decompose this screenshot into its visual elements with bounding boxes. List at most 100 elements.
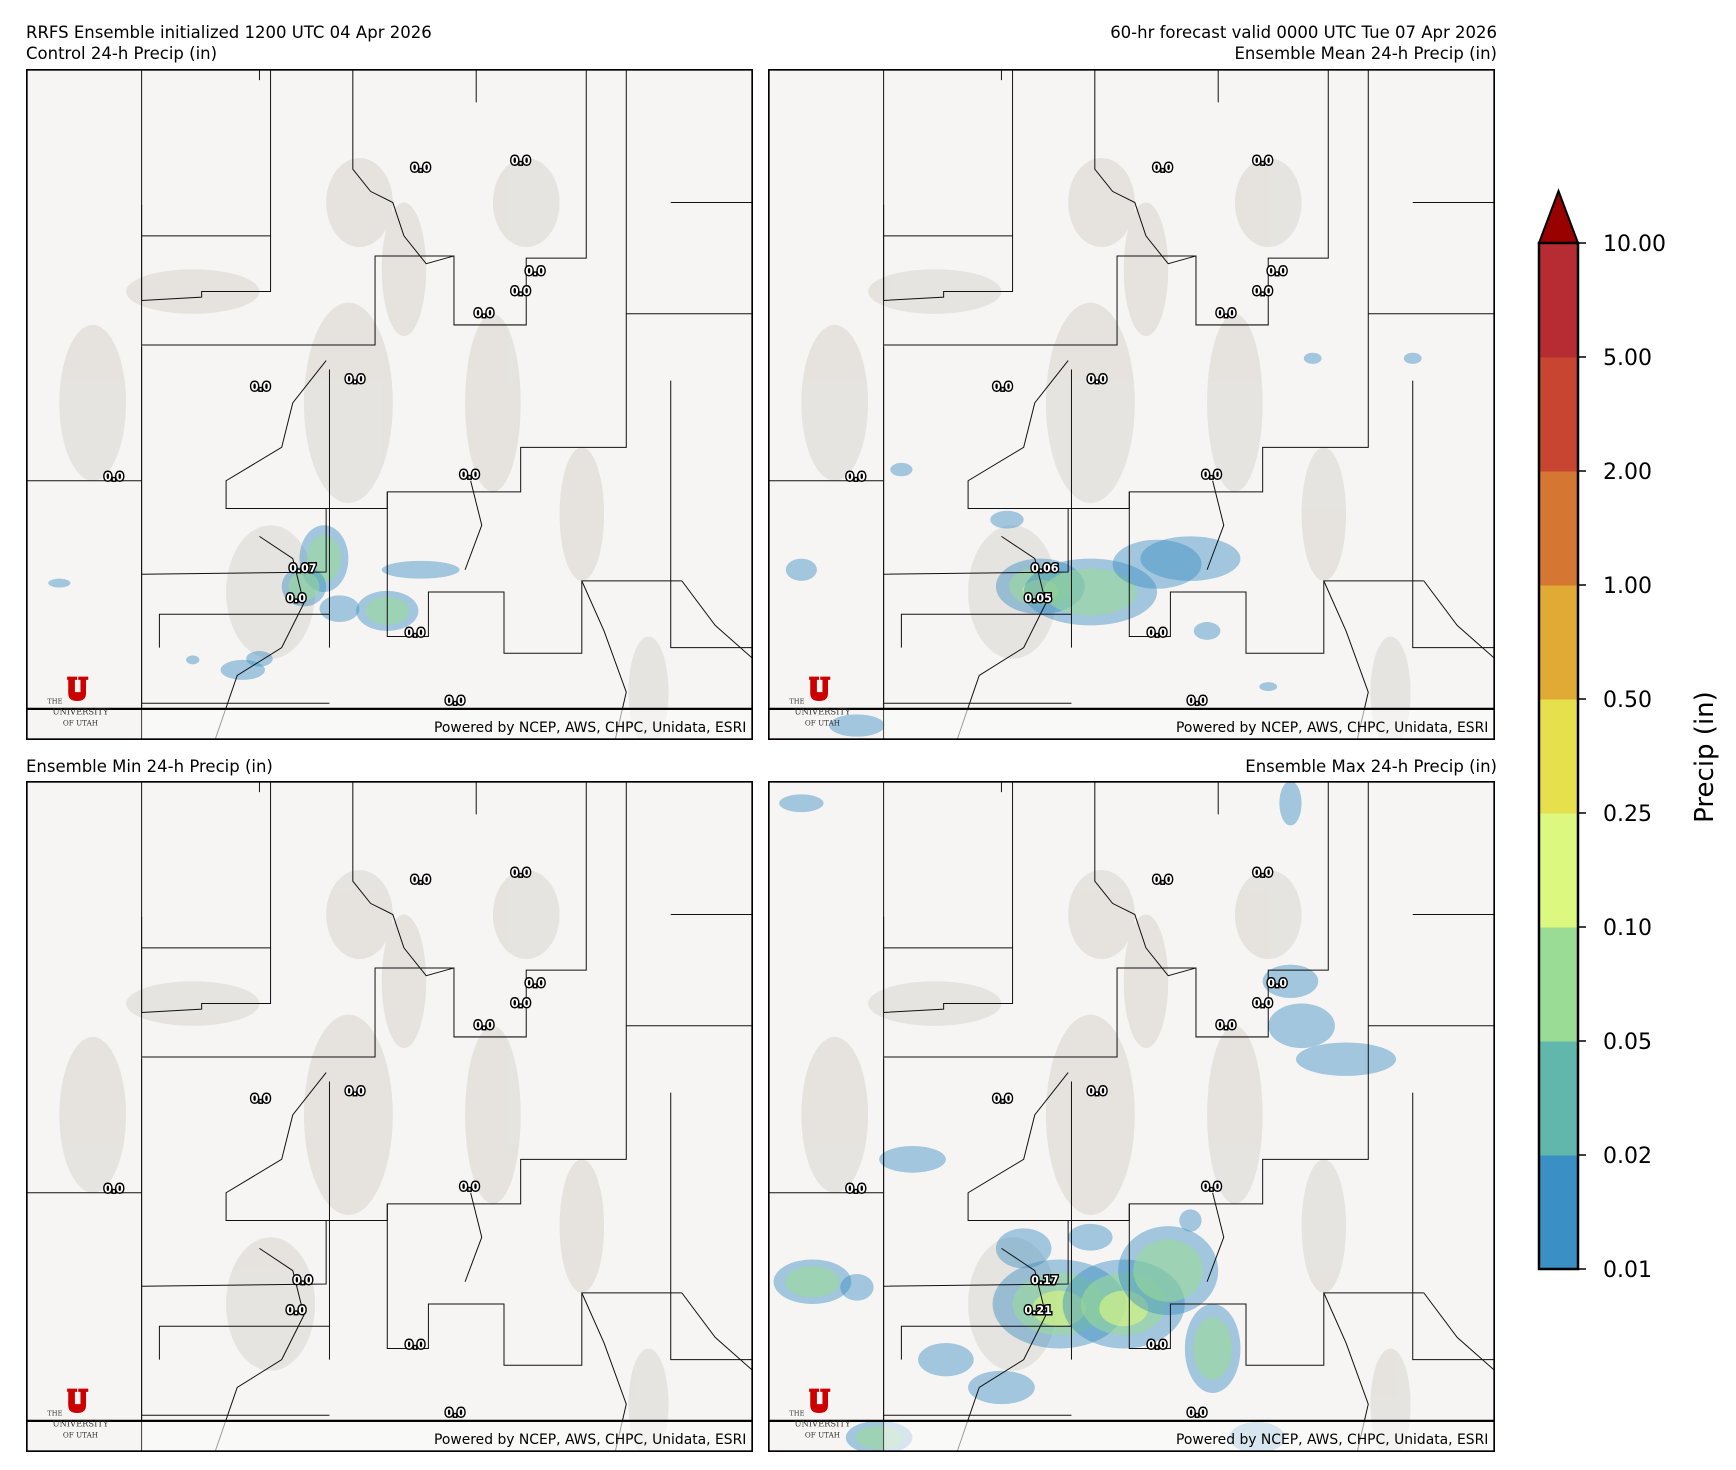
station-value-label: 0.0 bbox=[1187, 1406, 1207, 1419]
precip-contour-0.05 bbox=[306, 535, 342, 582]
attribution-text: Powered by NCEP, AWS, CHPC, Unidata, ESR… bbox=[434, 1432, 746, 1448]
precip-contour-0.01 bbox=[186, 655, 200, 665]
station-value-label: 0.0 bbox=[445, 694, 465, 707]
colorbar-tick-label: 0.10 bbox=[1603, 916, 1652, 941]
colorbar-segment bbox=[1539, 1155, 1578, 1270]
colorbar-tick-label: 0.01 bbox=[1603, 1258, 1652, 1283]
colorbar-segment bbox=[1539, 1041, 1578, 1156]
precip-contour-0.01 bbox=[1296, 1042, 1397, 1076]
valid-time-title: 60-hr forecast valid 0000 UTC Tue 07 Apr… bbox=[1110, 23, 1497, 42]
colorbar: 0.01 0.02 0.05 0.10 0.25 0.50 1.00 2.00 5.00 10.0… bbox=[1520, 180, 1736, 1290]
station-value-label: 0.0 bbox=[293, 1274, 313, 1287]
colorbar-tick-label: 2.00 bbox=[1603, 460, 1652, 485]
map-panel-mean: 0.0 0.0 0.0 0.0 0.0 0.0 0.0 0.0 0.0 0.06 0.05 0.0 0.… bbox=[768, 69, 1495, 740]
station-value-label: 0.0 bbox=[345, 373, 365, 386]
station-value-label: 0.0 bbox=[411, 161, 431, 174]
precip-contour-0.01 bbox=[381, 560, 460, 579]
station-value-label: 0.05 bbox=[1024, 592, 1051, 605]
precip-contour-0.01 bbox=[246, 650, 273, 667]
precip-contour-0.01 bbox=[829, 714, 885, 737]
station-value-label: 0.0 bbox=[345, 1085, 365, 1098]
station-value-label: 0.0 bbox=[511, 155, 531, 168]
attribution-text: Powered by NCEP, AWS, CHPC, Unidata, ESR… bbox=[434, 720, 746, 736]
county-state-borders bbox=[768, 69, 1495, 740]
precip-contour-0.01 bbox=[319, 595, 360, 623]
station-value-label: 0.0 bbox=[1216, 1019, 1236, 1032]
station-value-label: 0.06 bbox=[1031, 562, 1059, 575]
station-value-label: 0.0 bbox=[1253, 867, 1273, 880]
svg-text:OF UTAH: OF UTAH bbox=[805, 719, 840, 728]
colorbar-label: Precip (in) bbox=[1690, 691, 1720, 823]
station-value-label: 0.0 bbox=[460, 1180, 480, 1193]
station-value-label: 0.0 bbox=[286, 1304, 306, 1317]
precip-contour-0.10 bbox=[1099, 1290, 1149, 1327]
svg-text:THE: THE bbox=[789, 1409, 804, 1417]
precip-contour-0.05 bbox=[1193, 1317, 1233, 1380]
station-value-label: 0.0 bbox=[445, 1406, 465, 1419]
attribution-text: Powered by NCEP, AWS, CHPC, Unidata, ESR… bbox=[1176, 1432, 1488, 1448]
svg-text:THE: THE bbox=[47, 1409, 62, 1417]
station-value-label: 0.0 bbox=[460, 468, 480, 481]
colorbar-tick-label: 1.00 bbox=[1603, 574, 1652, 599]
precip-contour-0.01 bbox=[1068, 1223, 1113, 1251]
colorbar-segment bbox=[1539, 813, 1578, 928]
colorbar-segment bbox=[1539, 471, 1578, 586]
station-value-label: 0.0 bbox=[1253, 155, 1273, 168]
station-value-label: 0.0 bbox=[411, 873, 431, 886]
panel-title-mean: Ensemble Mean 24-h Precip (in) bbox=[1234, 44, 1497, 63]
station-value-label: 0.0 bbox=[1267, 977, 1287, 990]
precip-contour-0.01 bbox=[1262, 964, 1319, 998]
colorbar-tick-label: 0.25 bbox=[1603, 802, 1652, 827]
svg-text:OF UTAH: OF UTAH bbox=[63, 1431, 98, 1440]
svg-text:THE: THE bbox=[47, 697, 62, 705]
colorbar-segment bbox=[1539, 357, 1578, 472]
colorbar-tick-label: 10.00 bbox=[1603, 232, 1666, 257]
precip-contour-0.05 bbox=[785, 1266, 840, 1298]
panel-title-min: Ensemble Min 24-h Precip (in) bbox=[26, 757, 273, 776]
station-value-label: 0.0 bbox=[511, 997, 531, 1010]
svg-text:UNIVERSITY: UNIVERSITY bbox=[52, 706, 108, 716]
county-state-borders bbox=[26, 69, 753, 740]
station-value-label: 0.17 bbox=[1031, 1274, 1058, 1287]
svg-text:OF UTAH: OF UTAH bbox=[805, 1431, 840, 1440]
station-value-label: 0.0 bbox=[405, 1339, 425, 1352]
station-value-label: 0.0 bbox=[251, 1093, 271, 1106]
station-value-label: 0.0 bbox=[1087, 373, 1107, 386]
station-value-label: 0.21 bbox=[1024, 1304, 1051, 1317]
station-value-label: 0.0 bbox=[525, 977, 545, 990]
precip-contour-0.05 bbox=[1043, 568, 1138, 616]
colorbar-extend-arrow bbox=[1537, 188, 1580, 244]
station-value-label: 0.0 bbox=[1087, 1085, 1107, 1098]
precip-field bbox=[785, 352, 1422, 737]
station-value-label: 0.0 bbox=[993, 1093, 1013, 1106]
precip-contour-0.01 bbox=[1403, 352, 1422, 364]
station-value-label: 0.0 bbox=[1253, 997, 1273, 1010]
precip-contour-0.01 bbox=[1279, 781, 1302, 826]
station-value-label: 0.0 bbox=[474, 1019, 494, 1032]
precip-contour-0.01 bbox=[879, 1145, 946, 1173]
colorbar-segment bbox=[1539, 927, 1578, 1042]
colorbar-segment bbox=[1539, 699, 1578, 814]
map-panel-control: 0.0 0.0 0.0 0.0 0.0 0.0 0.0 0.0 0.0 0.07 0.0 0.0 0.0… bbox=[26, 69, 753, 740]
station-value-label: 0.0 bbox=[511, 285, 531, 298]
precip-contour-0.10 bbox=[1032, 1290, 1086, 1327]
precip-contour-0.05 bbox=[288, 572, 320, 601]
colorbar-tick-label: 0.50 bbox=[1603, 688, 1652, 713]
precip-contour-0.01 bbox=[1193, 622, 1221, 640]
county-state-borders bbox=[26, 781, 753, 1452]
station-value-label: 0.0 bbox=[1202, 468, 1222, 481]
precip-contour-0.01 bbox=[918, 1342, 974, 1377]
init-time-title: RRFS Ensemble initialized 1200 UTC 04 Ap… bbox=[26, 23, 432, 42]
station-value-label: 0.07 bbox=[289, 562, 316, 575]
station-value-label: 0.0 bbox=[1202, 1180, 1222, 1193]
precip-contour-0.01 bbox=[1303, 352, 1322, 364]
station-value-label: 0.0 bbox=[286, 592, 306, 605]
precip-contour-0.01 bbox=[48, 578, 71, 588]
station-value-label: 0.0 bbox=[1253, 285, 1273, 298]
terrain-shading bbox=[59, 870, 669, 1452]
colorbar-segment bbox=[1539, 585, 1578, 700]
